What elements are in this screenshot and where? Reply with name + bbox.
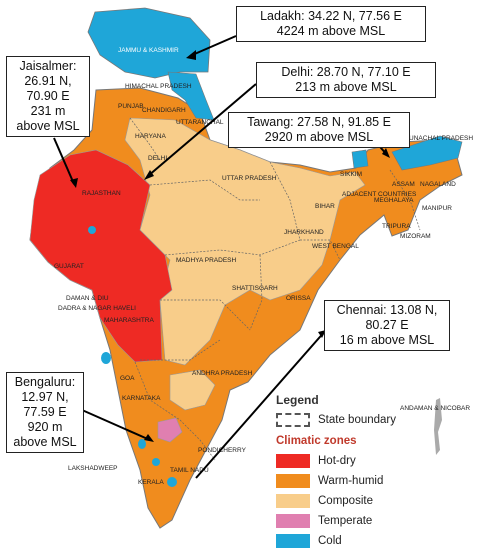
callout-jaisalmer-line3: 70.90 E — [26, 89, 70, 103]
label-jk: JAMMU & KASHMIR — [118, 47, 179, 54]
arrow-heads — [70, 50, 390, 442]
legend-title: Legend — [276, 393, 319, 407]
legend-zone-row: Composite — [276, 491, 416, 511]
callout-ladakh-line2: 4224 m above MSL — [276, 24, 386, 38]
composite-swatch — [276, 494, 310, 508]
label-punjab: PUNJAB — [118, 103, 144, 110]
legend-zone-row: Cold — [276, 531, 416, 551]
label-adjacent: ADJACENT COUNTRIES — [342, 191, 417, 198]
legend-zone-label: Temperate — [318, 515, 373, 527]
callout-delhi-line2: 213 m above MSL — [295, 80, 397, 94]
label-hp: HIMACHAL PRADESH — [125, 83, 192, 90]
temperate-swatch — [276, 514, 310, 528]
label-assam: ASSAM — [392, 181, 415, 188]
callout-bengaluru-line1: Bengaluru: — [14, 375, 76, 389]
callout-jaisalmer-line4: 231 m — [30, 104, 66, 118]
label-ap: ANDHRA PRADESH — [192, 370, 253, 377]
legend-zone-row: Warm-humid — [276, 471, 416, 491]
callout-tawang-line1: Tawang: 27.58 N, 91.85 E — [247, 115, 391, 129]
callout-jaisalmer: Jaisalmer: 26.91 N, 70.90 E 231 m above … — [6, 56, 90, 137]
cold-zone-spot — [88, 226, 96, 234]
label-dadra: DADRA & NAGAR HAVELI — [58, 305, 136, 312]
cold-zone-spot — [138, 439, 146, 449]
callout-bengaluru: Bengaluru: 12.97 N, 77.59 E 920 m above … — [6, 372, 84, 453]
legend-zone-row: Temperate — [276, 511, 416, 531]
callout-jaisalmer-line5: above MSL — [16, 119, 80, 133]
callout-bengaluru-line4: 920 m — [27, 420, 63, 434]
label-tripura: TRIPURA — [382, 223, 411, 230]
callout-chennai: Chennai: 13.08 N, 80.27 E 16 m above MSL — [324, 300, 450, 351]
label-haryana: HARYANA — [135, 133, 166, 140]
callout-bengaluru-line5: above MSL — [13, 435, 77, 449]
callout-delhi: Delhi: 28.70 N, 77.10 E 213 m above MSL — [256, 62, 436, 98]
label-lakshadweep: LAKSHADWEEP — [68, 465, 118, 472]
legend-boundary-row: State boundary — [276, 410, 416, 430]
callout-jaisalmer-line2: 26.91 N, — [24, 74, 72, 88]
label-gujarat: GUJARAT — [54, 263, 84, 270]
andaman-islands — [434, 398, 442, 455]
label-nagaland: NAGALAND — [420, 181, 456, 188]
label-arunachal: ARUNACHAL PRADESH — [400, 135, 473, 142]
legend-zone-label: Composite — [318, 495, 373, 507]
state-boundaries — [129, 117, 421, 461]
label-manipur: MANIPUR — [422, 205, 452, 212]
legend-zone-label: Cold — [318, 535, 342, 547]
cold-zone-northeast — [391, 135, 463, 171]
label-goa: GOA — [120, 375, 135, 382]
label-tn: TAMIL NADU — [170, 467, 209, 474]
cold-zone-himalaya — [167, 71, 215, 121]
callout-chennai-line3: 16 m above MSL — [339, 333, 435, 347]
label-chandigarh: CHANDIGARH — [142, 107, 186, 114]
legend-zone-label: Warm-humid — [318, 475, 384, 487]
callout-jaisalmer-line1: Jaisalmer: — [19, 59, 77, 73]
callout-chennai-line1: Chennai: 13.08 N, — [336, 303, 438, 317]
label-daman: DAMAN & DIU — [66, 295, 109, 302]
callout-arrows — [53, 35, 389, 479]
label-up: UTTAR PRADESH — [222, 175, 277, 182]
label-maharashtra: MAHARASHTRA — [104, 317, 155, 324]
legend-zone-row: Hot-dry — [276, 451, 416, 471]
label-meghalaya: MEGHALAYA — [374, 197, 414, 204]
label-jharkhand: JHARKHAND — [284, 229, 324, 236]
label-mp: MADHYA PRADESH — [176, 257, 237, 264]
cold-zone-spot — [152, 458, 160, 466]
state-boundary-swatch — [276, 413, 310, 427]
callout-ladakh: Ladakh: 34.22 N, 77.56 E 4224 m above MS… — [236, 6, 426, 42]
callout-delhi-line1: Delhi: 28.70 N, 77.10 E — [281, 65, 411, 79]
cold-zone-spot — [101, 352, 111, 364]
temperate-zone — [157, 417, 183, 443]
legend-zones-title: Climatic zones — [276, 435, 357, 447]
label-sikkim: SIKKIM — [340, 171, 362, 178]
legend-boundary-label: State boundary — [318, 414, 397, 426]
cold-swatch — [276, 534, 310, 548]
legend-zone-label: Hot-dry — [318, 455, 356, 467]
label-chhattisgarh: SHATTISGARH — [232, 285, 278, 292]
callout-chennai-line2: 80.27 E — [365, 318, 409, 332]
label-andaman: ANDAMAN & NICOBAR — [400, 405, 470, 412]
cold-zone-sikkim — [351, 149, 369, 169]
label-uttaranchal: UTTARANCHAL — [176, 119, 224, 126]
label-orissa: ORISSA — [286, 295, 311, 302]
callout-ladakh-line1: Ladakh: 34.22 N, 77.56 E — [260, 9, 402, 23]
label-karnataka: KARNATAKA — [122, 395, 161, 402]
callout-bengaluru-line3: 77.59 E — [23, 405, 67, 419]
callout-tawang-line2: 2920 m above MSL — [264, 130, 374, 144]
label-rajasthan: RAJASTHAN — [82, 190, 121, 197]
composite-zone-south — [169, 369, 216, 411]
label-wb: WEST BENGAL — [312, 243, 359, 250]
warm-humid-swatch — [276, 474, 310, 488]
cold-zone-north — [87, 7, 211, 79]
label-pondicherry: PONDICHERRY — [198, 447, 247, 454]
cold-zone-spot — [167, 477, 177, 487]
legend: Legend State boundary Climatic zones Hot… — [276, 393, 416, 551]
callout-bengaluru-line2: 12.97 N, — [21, 390, 69, 404]
callout-tawang: Tawang: 27.58 N, 91.85 E 2920 m above MS… — [228, 112, 410, 148]
label-delhi: DELHI — [148, 155, 167, 162]
label-bihar: BIHAR — [315, 203, 335, 210]
hot-dry-swatch — [276, 454, 310, 468]
label-mizoram: MIZORAM — [400, 233, 431, 240]
label-kerala: KERALA — [138, 479, 164, 486]
